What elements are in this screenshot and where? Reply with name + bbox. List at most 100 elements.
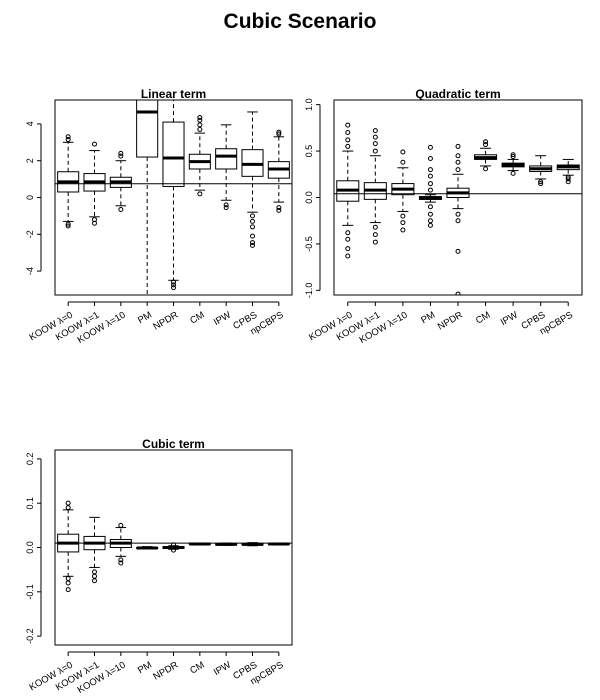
- outlier-point: [400, 227, 406, 233]
- outlier-point: [197, 191, 203, 197]
- outlier-point: [197, 117, 203, 123]
- chart-title: Cubic term: [142, 437, 205, 451]
- outlier-point: [118, 557, 124, 563]
- x-tick-label: CM: [188, 310, 206, 327]
- box-3: [109, 522, 132, 566]
- plot-frame: [333, 99, 583, 296]
- box-8: [529, 155, 553, 187]
- outlier-point: [65, 223, 71, 229]
- outlier-point: [565, 176, 571, 182]
- y-tick-label: 0.0: [25, 541, 35, 554]
- outlier-point: [276, 207, 282, 213]
- outlier-point: [510, 152, 516, 158]
- plot-frame: [54, 449, 293, 646]
- outlier-point: [538, 179, 544, 185]
- outlier-point: [372, 128, 378, 134]
- outlier-point: [65, 580, 71, 586]
- box-4: [418, 144, 442, 228]
- x-tick-label: CM: [188, 660, 206, 677]
- chart-title: Quadratic term: [415, 87, 500, 101]
- box-7: [215, 124, 238, 211]
- outlier-point: [455, 248, 461, 254]
- outlier-point: [455, 143, 461, 149]
- y-tick-label: 2: [25, 158, 35, 163]
- outlier-point: [118, 522, 124, 528]
- box-1: [57, 500, 80, 593]
- box-5: [162, 100, 185, 291]
- outlier-point: [65, 137, 71, 143]
- box-9: [556, 158, 580, 185]
- box-8: [241, 111, 264, 248]
- outlier-point: [455, 153, 461, 159]
- outlier-point: [427, 187, 433, 193]
- outlier-point: [510, 154, 516, 160]
- outlier-point: [171, 285, 176, 291]
- x-tick-label: NPDR: [436, 310, 465, 333]
- outlier-point: [345, 130, 351, 135]
- y-tick-label: -0.2: [25, 628, 35, 644]
- outlier-point: [223, 202, 229, 208]
- outlier-point: [372, 134, 378, 140]
- box-7: [501, 152, 525, 176]
- outlier-point: [276, 131, 282, 137]
- outlier-point: [92, 569, 97, 575]
- outlier-point: [65, 134, 71, 140]
- outlier-point: [65, 576, 71, 582]
- box-4: [136, 100, 159, 295]
- y-tick-label: -1.0: [304, 283, 314, 299]
- outlier-point: [455, 167, 461, 173]
- outlier-point: [276, 205, 282, 211]
- y-tick-label: 0: [25, 195, 35, 200]
- outlier-point: [427, 167, 433, 173]
- outlier-point: [483, 139, 489, 145]
- outlier-point: [345, 143, 351, 149]
- outlier-point: [92, 578, 97, 584]
- outlier-point: [510, 170, 516, 176]
- x-tick-label: IPW: [212, 660, 233, 679]
- outlier-point: [92, 573, 97, 579]
- outlier-point: [65, 221, 71, 227]
- outlier-point: [427, 156, 433, 161]
- outlier-point: [372, 141, 378, 147]
- outlier-point: [427, 181, 433, 187]
- outlier-point: [455, 291, 461, 295]
- outlier-point: [455, 159, 461, 165]
- y-tick-label: 0.5: [304, 145, 314, 158]
- plot-frame: [54, 99, 293, 296]
- outlier-point: [400, 159, 406, 165]
- outlier-point: [427, 211, 433, 217]
- box-6: [474, 139, 498, 172]
- x-tick-label: CM: [474, 310, 492, 327]
- outlier-point: [427, 144, 433, 150]
- box-5: [446, 143, 470, 295]
- outlier-point: [197, 122, 203, 128]
- outlier-point: [118, 150, 124, 156]
- outlier-point: [400, 220, 406, 226]
- outlier-point: [118, 153, 124, 159]
- y-tick-label: 0.1: [25, 497, 35, 510]
- box-5: [162, 542, 185, 553]
- outlier-point: [483, 142, 489, 148]
- y-tick-label: 1.0: [304, 98, 314, 111]
- outlier-point: [345, 236, 351, 242]
- outlier-point: [427, 173, 433, 179]
- outlier-point: [345, 137, 351, 143]
- outlier-point: [427, 222, 433, 228]
- box-3: [391, 149, 415, 233]
- outlier-point: [372, 224, 378, 230]
- outlier-point: [223, 205, 229, 211]
- y-tick-label: 0.0: [304, 191, 314, 204]
- box-2: [83, 141, 106, 226]
- outlier-point: [276, 129, 282, 135]
- outlier-point: [372, 232, 378, 238]
- outlier-point: [565, 179, 571, 185]
- box-1: [336, 122, 360, 259]
- outlier-point: [455, 211, 461, 217]
- outlier-point: [171, 279, 176, 285]
- chart-title: Linear term: [141, 87, 206, 101]
- y-tick-label: -0.5: [304, 236, 314, 252]
- outlier-point: [171, 282, 176, 288]
- y-tick-label: -0.1: [25, 584, 35, 600]
